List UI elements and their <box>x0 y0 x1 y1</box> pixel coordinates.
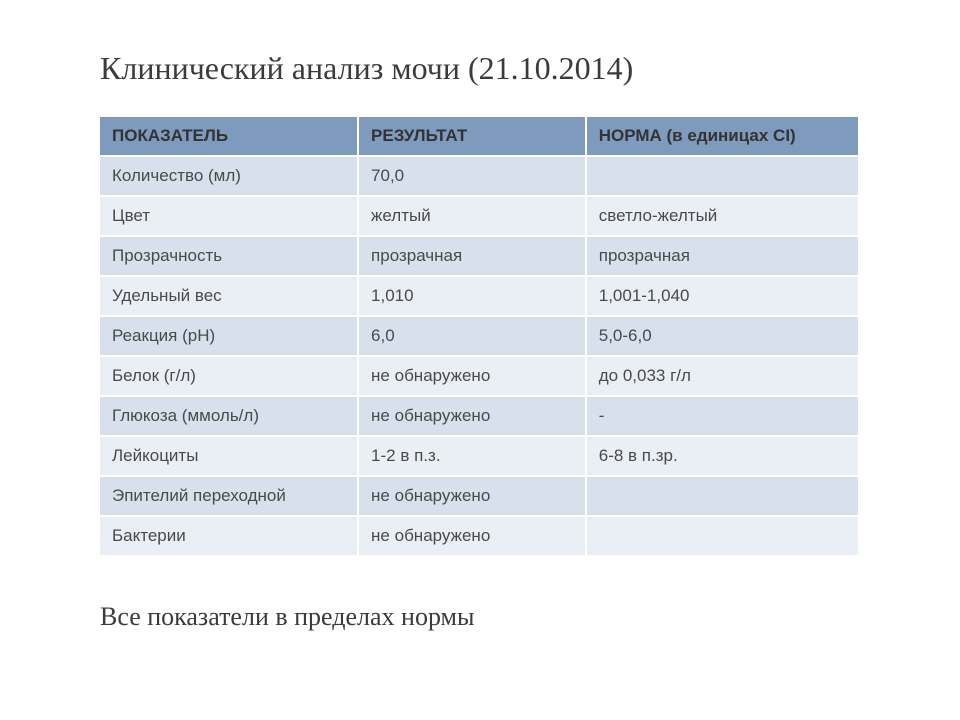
table-cell: не обнаружено <box>358 516 586 556</box>
page-title: Клинический анализ мочи (21.10.2014) <box>100 50 860 87</box>
table-cell: Количество (мл) <box>100 156 358 196</box>
col-header-result: РЕЗУЛЬТАТ <box>358 117 586 156</box>
results-table: ПОКАЗАТЕЛЬ РЕЗУЛЬТАТ НОРМА (в единицах С… <box>100 117 860 557</box>
table-cell: желтый <box>358 196 586 236</box>
table-cell <box>586 516 859 556</box>
table-cell: 1,001-1,040 <box>586 276 859 316</box>
table-row: Эпителий переходнойне обнаружено <box>100 476 859 516</box>
table-cell: Белок (г/л) <box>100 356 358 396</box>
table-cell: 5,0-6,0 <box>586 316 859 356</box>
table-cell: Прозрачность <box>100 236 358 276</box>
table-cell: - <box>586 396 859 436</box>
table-cell: Бактерии <box>100 516 358 556</box>
table-cell: прозрачная <box>586 236 859 276</box>
table-row: Реакция (рН)6,05,0-6,0 <box>100 316 859 356</box>
table-cell: 1-2 в п.з. <box>358 436 586 476</box>
table-row: Цветжелтыйсветло-желтый <box>100 196 859 236</box>
table-row: Количество (мл)70,0 <box>100 156 859 196</box>
table-cell: Лейкоциты <box>100 436 358 476</box>
summary-text: Все показатели в пределах нормы <box>100 602 860 632</box>
table-cell: не обнаружено <box>358 476 586 516</box>
table-cell: не обнаружено <box>358 396 586 436</box>
table-row: Бактериине обнаружено <box>100 516 859 556</box>
col-header-parameter: ПОКАЗАТЕЛЬ <box>100 117 358 156</box>
table-cell: прозрачная <box>358 236 586 276</box>
slide: Клинический анализ мочи (21.10.2014) ПОК… <box>0 0 960 720</box>
table-cell: 6,0 <box>358 316 586 356</box>
table-body: Количество (мл)70,0Цветжелтыйсветло-желт… <box>100 156 859 556</box>
table-row: Белок (г/л)не обнаруженодо 0,033 г/л <box>100 356 859 396</box>
table-cell: не обнаружено <box>358 356 586 396</box>
table-cell: 70,0 <box>358 156 586 196</box>
table-cell: Цвет <box>100 196 358 236</box>
table-row: Глюкоза (ммоль/л)не обнаружено- <box>100 396 859 436</box>
table-cell <box>586 476 859 516</box>
table-cell: 1,010 <box>358 276 586 316</box>
table-cell: до 0,033 г/л <box>586 356 859 396</box>
col-header-norm: НОРМА (в единицах СІ) <box>586 117 859 156</box>
table-cell <box>586 156 859 196</box>
table-cell: Глюкоза (ммоль/л) <box>100 396 358 436</box>
table-cell: Удельный вес <box>100 276 358 316</box>
table-row: Лейкоциты1-2 в п.з.6-8 в п.зр. <box>100 436 859 476</box>
table-header-row: ПОКАЗАТЕЛЬ РЕЗУЛЬТАТ НОРМА (в единицах С… <box>100 117 859 156</box>
table-row: Удельный вес1,0101,001-1,040 <box>100 276 859 316</box>
table-cell: 6-8 в п.зр. <box>586 436 859 476</box>
table-cell: светло-желтый <box>586 196 859 236</box>
table-cell: Эпителий переходной <box>100 476 358 516</box>
table-row: Прозрачностьпрозрачнаяпрозрачная <box>100 236 859 276</box>
table-cell: Реакция (рН) <box>100 316 358 356</box>
